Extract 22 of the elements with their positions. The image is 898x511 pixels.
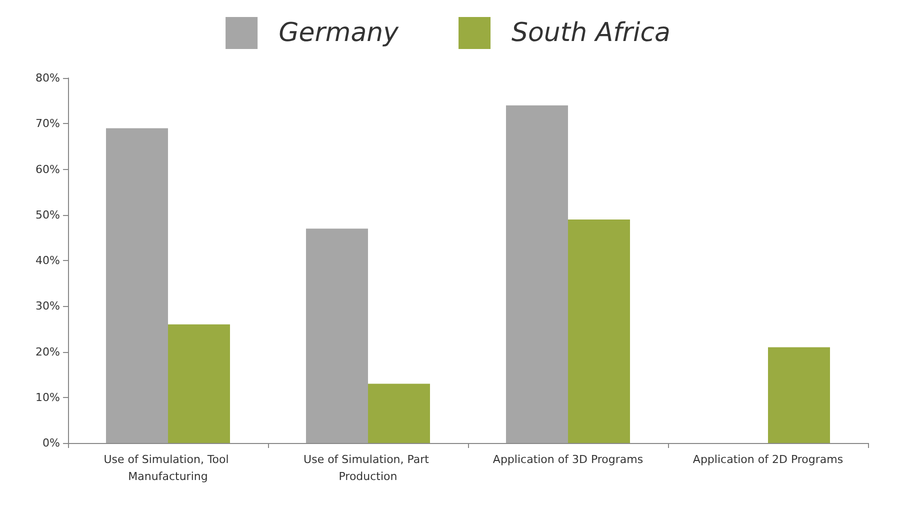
y-tick-label: 40%	[36, 254, 60, 267]
bar	[368, 384, 430, 443]
y-tick-label: 80%	[36, 72, 60, 84]
bar	[568, 219, 630, 443]
y-tick-label: 50%	[36, 208, 60, 222]
bar	[768, 347, 830, 443]
y-tick-label: 70%	[36, 117, 60, 130]
y-tick-label: 10%	[36, 390, 60, 404]
bar	[106, 128, 168, 443]
legend-label: South Africa	[512, 18, 670, 48]
y-tick-label: 20%	[36, 345, 60, 358]
legend-label: Germany	[278, 18, 400, 48]
bar	[168, 324, 230, 443]
bar	[306, 228, 368, 443]
x-tick-label: Use of Simulation, Part Production	[304, 453, 432, 483]
bar	[506, 105, 568, 443]
y-tick-label: 30%	[36, 300, 60, 313]
x-tick-label: Application of 2D Programs	[692, 453, 844, 466]
y-tick-label: 60%	[36, 162, 60, 176]
x-tick-label: Use of Simulation, Tool Manufacturing	[104, 453, 232, 483]
y-tick-label: 0%	[42, 436, 60, 450]
x-tick-label: Application of 3D Programs	[492, 453, 644, 466]
